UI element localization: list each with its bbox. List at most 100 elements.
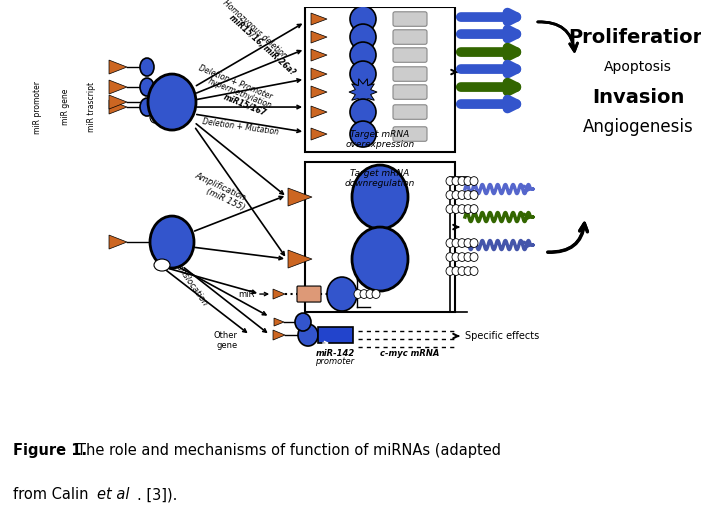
Ellipse shape [470, 238, 478, 247]
Ellipse shape [327, 277, 357, 311]
Text: Invasion: Invasion [592, 87, 684, 107]
Text: (miR 155): (miR 155) [204, 187, 246, 213]
Ellipse shape [140, 78, 154, 96]
FancyArrowPatch shape [538, 22, 578, 51]
FancyArrowPatch shape [538, 22, 578, 51]
Polygon shape [288, 188, 312, 206]
Ellipse shape [352, 227, 408, 291]
Text: Homozygous deletion: Homozygous deletion [222, 0, 289, 60]
FancyArrowPatch shape [547, 224, 587, 252]
Polygon shape [311, 106, 327, 118]
Ellipse shape [350, 99, 376, 125]
Polygon shape [274, 318, 284, 326]
Ellipse shape [458, 191, 466, 199]
Ellipse shape [458, 267, 466, 276]
Text: Deletion + Mutation: Deletion + Mutation [201, 117, 279, 137]
Ellipse shape [470, 177, 478, 186]
Text: Target mRNA
downregulation: Target mRNA downregulation [345, 169, 415, 188]
FancyBboxPatch shape [393, 85, 427, 99]
Ellipse shape [352, 165, 408, 229]
FancyBboxPatch shape [393, 127, 427, 141]
FancyBboxPatch shape [393, 105, 427, 119]
Ellipse shape [470, 253, 478, 262]
Polygon shape [311, 128, 327, 140]
Text: miR-142: miR-142 [315, 349, 355, 358]
Polygon shape [109, 80, 127, 94]
Ellipse shape [298, 324, 318, 346]
FancyBboxPatch shape [393, 67, 427, 81]
FancyArrowPatch shape [547, 229, 587, 252]
Polygon shape [273, 289, 285, 299]
Ellipse shape [452, 267, 460, 276]
Text: miR: miR [238, 290, 255, 299]
Text: miR15/167: miR15/167 [222, 93, 268, 118]
Ellipse shape [366, 290, 374, 299]
Ellipse shape [150, 216, 194, 268]
Ellipse shape [464, 204, 472, 213]
Ellipse shape [446, 238, 454, 247]
Ellipse shape [295, 313, 311, 331]
Ellipse shape [446, 177, 454, 186]
Text: The role and mechanisms of function of miRNAs (adapted: The role and mechanisms of function of m… [77, 443, 501, 458]
Text: hypermethylation: hypermethylation [207, 77, 273, 111]
Ellipse shape [354, 290, 362, 299]
Ellipse shape [452, 204, 460, 213]
Ellipse shape [446, 191, 454, 199]
Ellipse shape [452, 177, 460, 186]
Text: miR promoter: miR promoter [34, 81, 43, 133]
Polygon shape [311, 13, 327, 25]
FancyArrowPatch shape [538, 22, 577, 47]
Text: Apoptosis: Apoptosis [604, 60, 672, 74]
Ellipse shape [350, 24, 376, 50]
FancyBboxPatch shape [393, 12, 427, 26]
Ellipse shape [464, 238, 472, 247]
FancyBboxPatch shape [297, 286, 321, 302]
Ellipse shape [140, 58, 154, 76]
Bar [305, 162, 455, 312]
Polygon shape [311, 86, 327, 98]
Ellipse shape [150, 111, 160, 123]
Text: Figure 1.: Figure 1. [13, 443, 87, 458]
Ellipse shape [372, 290, 380, 299]
Ellipse shape [360, 290, 368, 299]
Polygon shape [288, 250, 312, 268]
Text: Target mRNA
overexpression: Target mRNA overexpression [346, 130, 414, 149]
Ellipse shape [458, 238, 466, 247]
Ellipse shape [446, 253, 454, 262]
Ellipse shape [446, 267, 454, 276]
Ellipse shape [446, 204, 454, 213]
Polygon shape [109, 100, 127, 114]
Ellipse shape [452, 238, 460, 247]
Ellipse shape [458, 177, 466, 186]
Text: Translocation: Translocation [170, 256, 210, 308]
Text: Amplification: Amplification [193, 172, 247, 203]
Bar [318, 327, 353, 343]
FancyArrowPatch shape [547, 223, 587, 252]
Ellipse shape [464, 191, 472, 199]
Ellipse shape [148, 74, 196, 130]
Ellipse shape [350, 61, 376, 87]
Text: miR gene: miR gene [60, 89, 69, 125]
Ellipse shape [470, 191, 478, 199]
Text: miR trascript: miR trascript [88, 82, 97, 132]
Ellipse shape [140, 98, 154, 116]
Text: promoter: promoter [315, 357, 355, 366]
Ellipse shape [458, 204, 466, 213]
Polygon shape [311, 49, 327, 61]
Bar [305, 7, 455, 152]
Ellipse shape [464, 267, 472, 276]
Polygon shape [109, 235, 127, 249]
Text: . [3]).: . [3]). [137, 487, 178, 502]
Text: Specific effects: Specific effects [465, 331, 539, 341]
Polygon shape [273, 330, 285, 340]
Polygon shape [311, 68, 327, 80]
Text: miR15/16, miR-26a?: miR15/16, miR-26a? [227, 13, 297, 77]
Ellipse shape [470, 204, 478, 213]
Polygon shape [349, 79, 377, 105]
Ellipse shape [452, 253, 460, 262]
FancyBboxPatch shape [393, 30, 427, 44]
Polygon shape [311, 31, 327, 43]
Ellipse shape [350, 121, 376, 147]
Text: from Calin: from Calin [13, 487, 93, 502]
Polygon shape [109, 95, 127, 109]
